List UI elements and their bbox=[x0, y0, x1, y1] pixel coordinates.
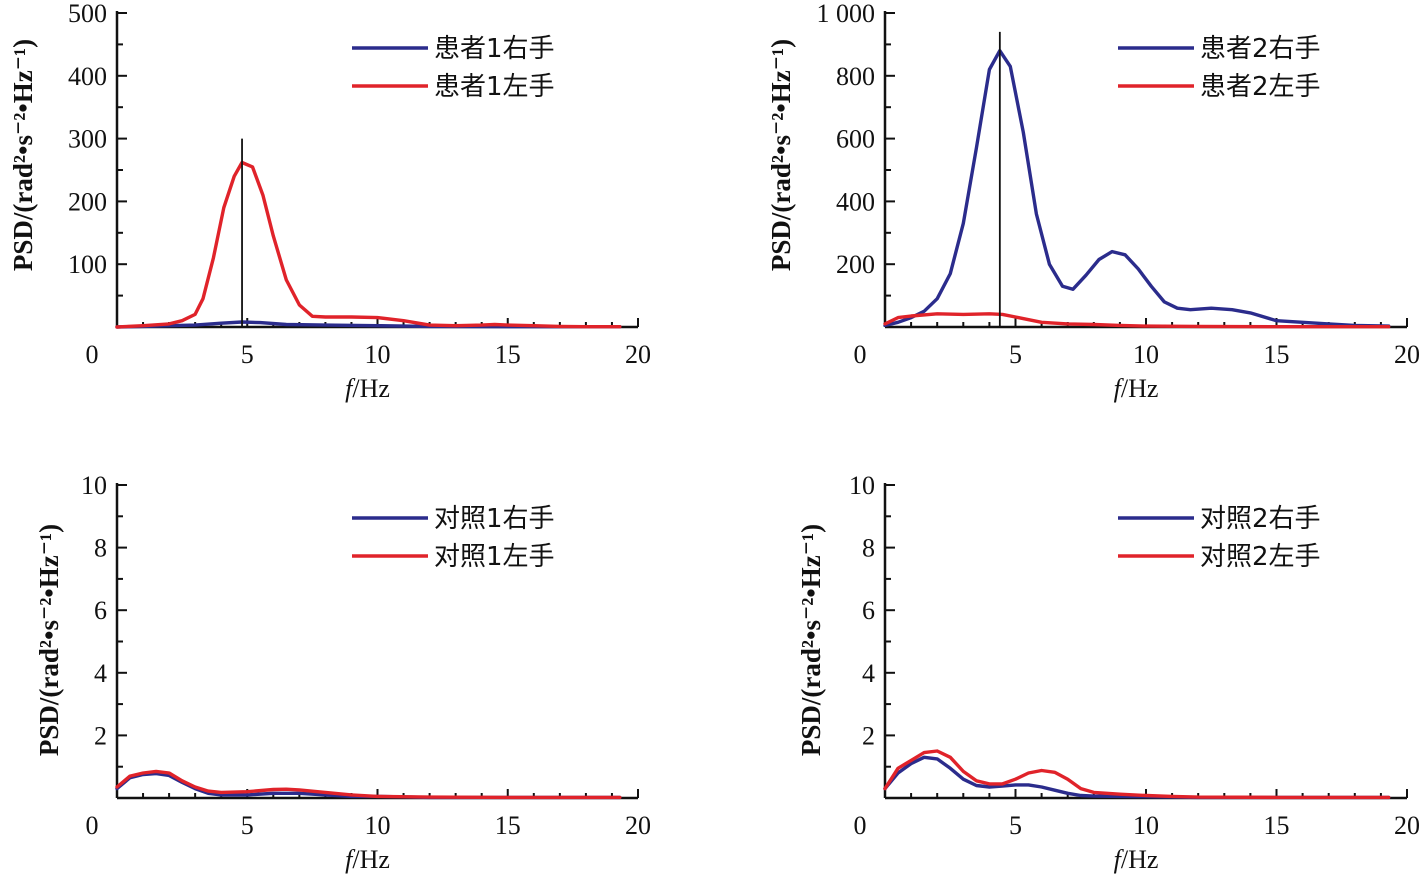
series-line-2 bbox=[883, 312, 1391, 329]
chart-panel-2: 200 400 600 800 1 000 0 5 10 15 20 f/Hz PSD/(rad²•s… bbox=[766, 0, 1420, 403]
y-axis-label: PSD/(rad²•s⁻²•Hz⁻¹) bbox=[766, 39, 796, 271]
x-tick-label: 5 bbox=[1009, 811, 1022, 840]
y-tick-label: 300 bbox=[68, 125, 107, 154]
x-axis-label: f/Hz bbox=[1114, 845, 1159, 874]
x-axis-label: f/Hz bbox=[345, 845, 390, 874]
y-tick-label: 4 bbox=[94, 659, 107, 688]
x-tick-label: 15 bbox=[1264, 811, 1290, 840]
y-tick-label: 10 bbox=[81, 471, 107, 500]
y-tick-label: 500 bbox=[68, 0, 107, 28]
series-line-1 bbox=[883, 49, 1391, 328]
y-tick-label: 800 bbox=[836, 62, 875, 91]
y-tick-label: 2 bbox=[862, 721, 875, 750]
y-tick-label: 200 bbox=[836, 250, 875, 279]
y-tick-label: 400 bbox=[68, 62, 107, 91]
legend-label: 对照1左手 bbox=[434, 542, 555, 572]
x-tick-label: 10 bbox=[1133, 811, 1159, 840]
legend-label: 对照2右手 bbox=[1200, 504, 1321, 534]
y-tick-label: 8 bbox=[862, 534, 875, 563]
x-tick-label: 10 bbox=[365, 811, 391, 840]
legend-label: 对照1右手 bbox=[434, 504, 555, 534]
y-tick-label: 1 000 bbox=[817, 0, 876, 28]
chart-panel-1: 100 200 300 400 500 0 5 10 15 20 f/Hz PSD/(rad²•s⁻²… bbox=[8, 0, 651, 403]
legend-label: 患者2右手 bbox=[1200, 34, 1321, 64]
x-tick-label: 5 bbox=[241, 340, 254, 369]
legend-label: 患者2左手 bbox=[1200, 72, 1321, 102]
x-tick-label: 10 bbox=[1133, 340, 1159, 369]
x-tick-label: 20 bbox=[625, 811, 651, 840]
y-tick-label: 6 bbox=[862, 596, 875, 625]
legend-label: 患者1左手 bbox=[434, 72, 555, 102]
x-tick-label: 5 bbox=[241, 811, 254, 840]
legend-label: 患者1右手 bbox=[434, 34, 555, 64]
x-tick-label: 15 bbox=[1264, 340, 1290, 369]
series-line-2 bbox=[883, 749, 1391, 800]
y-axis-label: PSD/(rad²•s⁻²•Hz⁻¹) bbox=[34, 524, 64, 756]
x-axis-label: f/Hz bbox=[345, 374, 390, 403]
x-tick-label: 20 bbox=[625, 340, 651, 369]
y-tick-label: 4 bbox=[862, 659, 875, 688]
series-line-2 bbox=[115, 160, 622, 329]
y-tick-label: 2 bbox=[94, 721, 107, 750]
x-tick-label: 0 bbox=[86, 811, 99, 840]
x-tick-label: 5 bbox=[1009, 340, 1022, 369]
y-tick-label: 100 bbox=[68, 250, 107, 279]
x-tick-label: 0 bbox=[854, 811, 867, 840]
chart-panel-4: 2 4 6 8 10 0 5 10 15 20 f/Hz PSD/(rad²•s⁻²•Hz⁻¹) 对照2… bbox=[796, 471, 1420, 874]
y-tick-label: 10 bbox=[849, 471, 875, 500]
x-tick-label: 20 bbox=[1394, 811, 1420, 840]
series-line-2 bbox=[115, 769, 622, 800]
y-axis-label: PSD/(rad²•s⁻²•Hz⁻¹) bbox=[796, 524, 826, 756]
x-tick-label: 15 bbox=[495, 811, 521, 840]
y-tick-label: 200 bbox=[68, 187, 107, 216]
y-tick-label: 6 bbox=[94, 596, 107, 625]
y-axis-label: PSD/(rad²•s⁻²•Hz⁻¹) bbox=[8, 39, 38, 271]
series-line-1 bbox=[883, 755, 1391, 800]
y-tick-label: 8 bbox=[94, 534, 107, 563]
y-tick-label: 600 bbox=[836, 125, 875, 154]
x-tick-label: 20 bbox=[1394, 340, 1420, 369]
legend-label: 对照2左手 bbox=[1200, 542, 1321, 572]
x-tick-label: 0 bbox=[86, 340, 99, 369]
x-tick-label: 0 bbox=[854, 340, 867, 369]
chart-panel-3: 2 4 6 8 10 0 5 10 15 20 f/Hz PSD/(rad²•s⁻²•Hz⁻¹) 对照1… bbox=[34, 471, 651, 874]
x-tick-label: 10 bbox=[365, 340, 391, 369]
y-tick-label: 400 bbox=[836, 187, 875, 216]
x-tick-label: 15 bbox=[495, 340, 521, 369]
x-axis-label: f/Hz bbox=[1114, 374, 1159, 403]
